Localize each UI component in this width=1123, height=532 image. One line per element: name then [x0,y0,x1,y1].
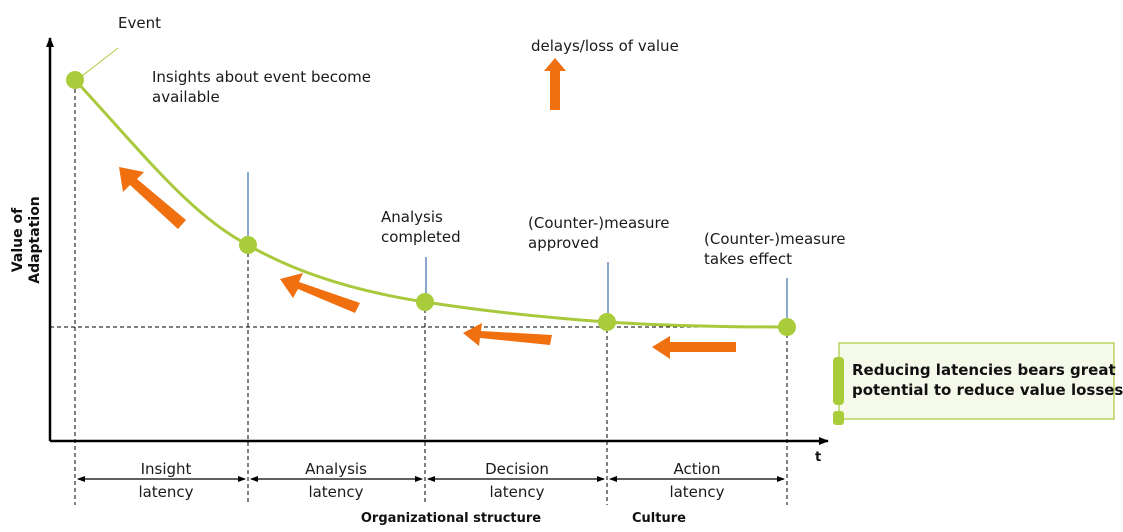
event-label: Event [118,14,161,32]
callout-line2: potential to reduce value losses [852,381,1123,399]
effect-label-line1: (Counter-)measure [704,230,846,248]
analysis-label-line1: Analysis [381,208,443,226]
approval-dot [598,313,616,331]
culture-label: Culture [632,511,686,526]
milestone-dashed-lines [74,82,788,505]
loss-arrow-4 [652,336,736,359]
event-leader-line [81,47,119,77]
analysis-label-line2: completed [381,228,461,246]
insight-dot [239,236,257,254]
latency-3-line1: Decision [485,460,549,478]
value-curve [73,78,788,329]
legend-up-arrow [544,58,566,110]
latency-1-line2: latency [138,483,193,501]
exclamation-icon [833,357,844,405]
y-axis-label: Value of Adaptation [10,196,43,284]
svg-text:Value of: Value of [10,207,26,272]
delays-legend-label: delays/loss of value [531,37,679,55]
approved-label-line2: approved [528,234,599,252]
milestone-blue-ticks [247,172,788,322]
effect-label-line2: takes effect [704,250,792,268]
latency-2-line2: latency [308,483,363,501]
loss-arrows [119,58,736,359]
callout-box: Reducing latencies bears great potential… [833,342,1123,425]
callout-line1: Reducing latencies bears great [852,361,1116,379]
analysis-dot [416,293,434,311]
insights-label-line1: Insights about event become [152,68,371,86]
approved-label-line1: (Counter-)measure [528,214,670,232]
latency-labels: Insight latency Analysis latency Decisio… [138,460,724,501]
event-dot [66,71,84,89]
svg-text:Adaptation: Adaptation [27,196,43,284]
insights-label-line2: available [152,88,220,106]
x-axis-label: t [815,450,821,465]
latency-4-line2: latency [669,483,724,501]
effect-dot [778,318,796,336]
latency-4-line1: Action [674,460,721,478]
latency-1-line1: Insight [141,460,192,478]
latency-3-line2: latency [489,483,544,501]
loss-arrow-3 [463,323,552,346]
latency-2-line1: Analysis [305,460,367,478]
loss-arrow-1 [119,167,186,229]
org-structure-label: Organizational structure [361,511,541,526]
milestone-dots [66,71,796,336]
loss-arrow-2 [280,273,360,313]
